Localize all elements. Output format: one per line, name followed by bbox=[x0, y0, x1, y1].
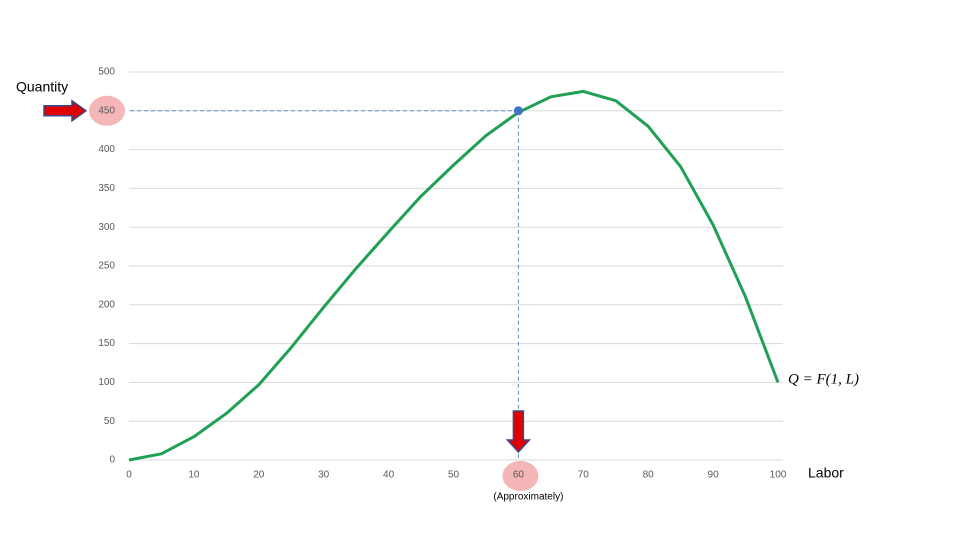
y-tick-label: 300 bbox=[98, 222, 115, 233]
x-tick-label: 40 bbox=[383, 470, 395, 481]
x-tick-label: 60 bbox=[513, 470, 525, 481]
y-axis-label: Quantity bbox=[16, 79, 68, 95]
y-tick-label: 200 bbox=[98, 299, 115, 310]
x-tick-label: 20 bbox=[253, 470, 265, 481]
y-tick-label: 100 bbox=[98, 377, 115, 388]
x-tick-label: 30 bbox=[318, 470, 330, 481]
y-tick-label: 250 bbox=[98, 261, 115, 272]
x-tick-label: 0 bbox=[126, 470, 132, 481]
line-series bbox=[128, 89, 780, 462]
x-tick-label: 70 bbox=[578, 470, 590, 481]
x-tick-label: 80 bbox=[643, 470, 655, 481]
x-tick-label: 50 bbox=[448, 470, 460, 481]
highlight-point bbox=[513, 106, 523, 116]
x-tick-label: 10 bbox=[188, 470, 200, 481]
arrow bbox=[505, 410, 532, 454]
arrow bbox=[43, 99, 88, 123]
y-tick-label: 350 bbox=[98, 183, 115, 194]
x-tick-label: 100 bbox=[770, 470, 787, 481]
tick-highlight bbox=[502, 461, 539, 491]
tick-highlight bbox=[89, 95, 125, 126]
y-tick-label: 400 bbox=[98, 144, 115, 155]
y-tick-label: 500 bbox=[98, 67, 115, 78]
y-tick-label: 450 bbox=[98, 105, 115, 116]
note: (Approximately) bbox=[493, 492, 563, 503]
y-tick-label: 0 bbox=[109, 455, 115, 466]
x-tick-label: 90 bbox=[708, 470, 720, 481]
y-tick-label: 50 bbox=[104, 416, 116, 427]
curve-label: Q = F(1, L) bbox=[788, 371, 859, 387]
x-axis-label: Labor bbox=[808, 465, 844, 481]
y-tick-label: 150 bbox=[98, 338, 115, 349]
